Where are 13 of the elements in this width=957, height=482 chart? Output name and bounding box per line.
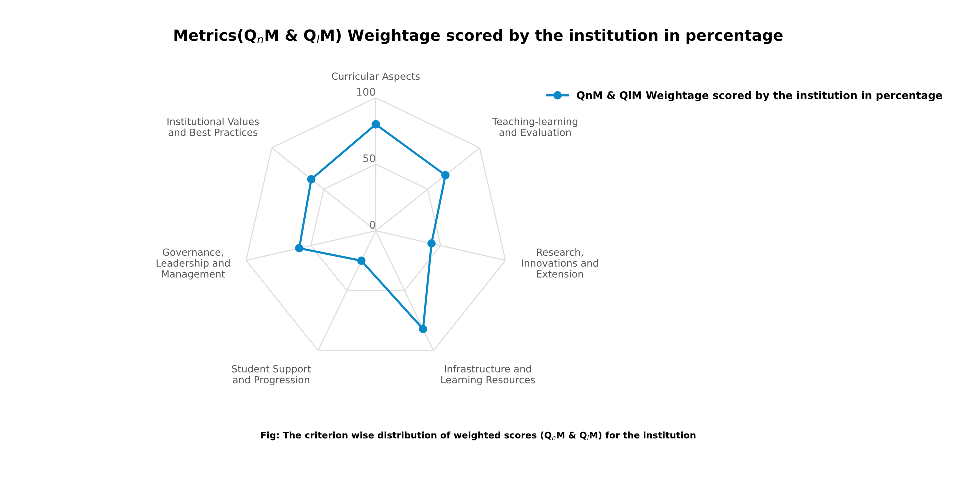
text: Fig: The criterion wise distribution of weighted scores (Q$_{n}$M & Q$_{l}$M) for the institution	[261, 432, 696, 441]
spoke-label: Student Support and Progression	[232, 365, 312, 386]
y-tick-label: 50	[364, 154, 376, 162]
spoke-label: Governance, Leadership and Management	[156, 248, 230, 280]
y-tick-label: 0	[370, 221, 376, 229]
chart-title: Metrics(Q$_{n}$M & Q$_{l}$M) Weightage scored by the institution in percentage	[174, 29, 783, 44]
spoke-label: Infrastructure and Learning Resources	[442, 365, 536, 386]
y-tick-label: 100	[357, 88, 376, 96]
spoke-label: Teaching-learning and Evaluation	[492, 118, 578, 136]
legend-label: QnM & QlM Weightage scored by the institution in percentage	[577, 91, 942, 102]
spoke-label: Curricular Aspects	[332, 72, 420, 82]
spoke-label: Institutional Values and Best Practices	[168, 118, 260, 136]
spoke-label: Research, Innovations and Extension	[522, 248, 598, 278]
